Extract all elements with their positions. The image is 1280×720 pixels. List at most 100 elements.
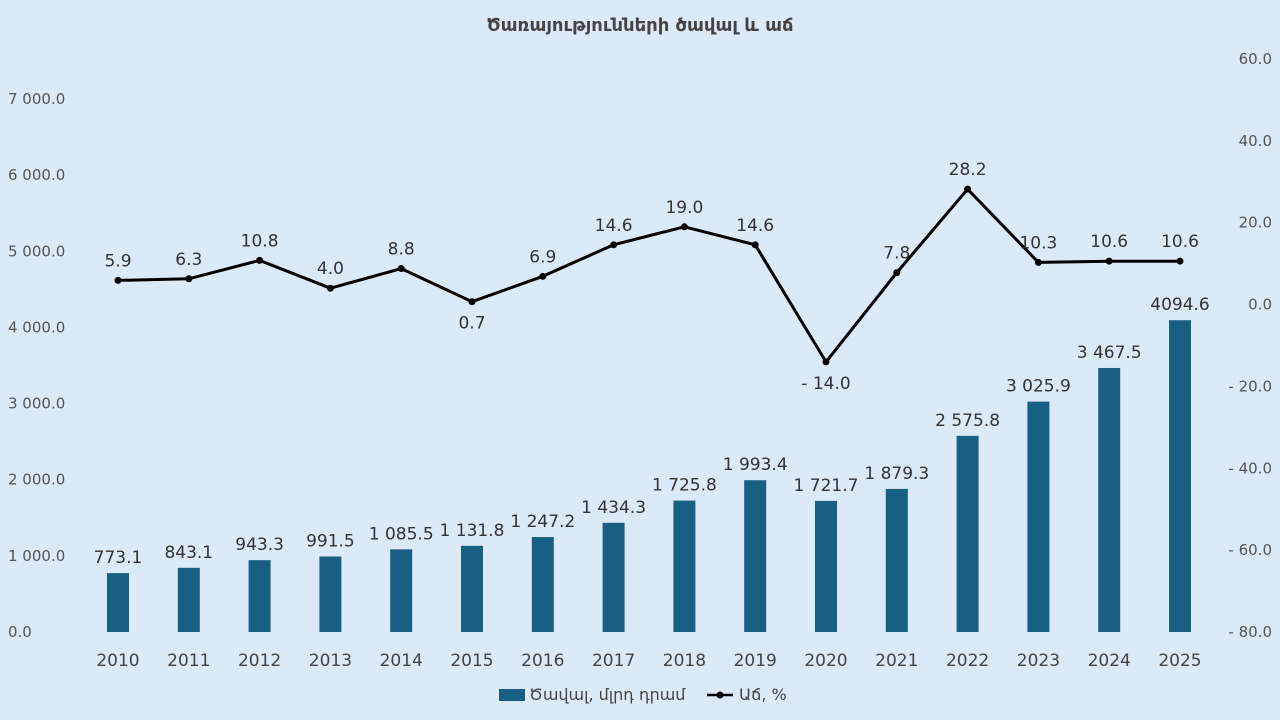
- growth-point-2010: [114, 276, 122, 284]
- right-axis-tick-label: 20.0: [1239, 214, 1272, 232]
- left-axis-tick-label: 5 000.0: [8, 242, 65, 260]
- growth-point-2019: [751, 241, 759, 249]
- growth-point-2014: [397, 265, 405, 273]
- bar-2017: [602, 522, 625, 632]
- legend-label-growth: Աճ, %: [739, 685, 787, 704]
- right-axis-tick-label: 0.0: [1248, 296, 1272, 314]
- bar-2023: [1027, 401, 1050, 632]
- growth-point-2020: [822, 358, 830, 366]
- x-axis-tick-label: 2017: [592, 651, 635, 671]
- bar-data-label: 773.1: [94, 548, 143, 568]
- growth-point-2023: [1034, 258, 1042, 266]
- growth-data-label: 19.0: [665, 198, 703, 218]
- x-axis-tick-label: 2010: [96, 651, 139, 671]
- bar-2014: [390, 549, 413, 632]
- x-axis-tick-label: 2014: [380, 651, 423, 671]
- x-axis-tick-label: 2018: [663, 651, 706, 671]
- bar-data-labels: 773.1 843.1 943.3 991.5 1 085.5 1 131.8 1 247.…: [94, 295, 1210, 568]
- bar-data-label: 1 131.8: [440, 521, 505, 541]
- growth-point-2013: [326, 284, 334, 292]
- legend: Ծավալ, մլրդ դրամ Աճ, %: [499, 685, 787, 704]
- chart-title: Ծառայությունների ծավալ և աճ: [486, 15, 793, 36]
- bar-2025: [1169, 320, 1191, 632]
- growth-point-2011: [185, 275, 193, 283]
- growth-data-label: - 14.0: [801, 374, 850, 394]
- left-axis-tick-label: 6 000.0: [8, 166, 65, 184]
- bar-2011: [177, 567, 200, 632]
- right-axis-tick-label: 60.0: [1239, 50, 1272, 68]
- left-axis-tick-label: 1 000.0: [8, 547, 65, 565]
- bar-2020: [815, 500, 837, 632]
- line-series: [114, 185, 1184, 366]
- growth-data-label: 10.6: [1161, 232, 1199, 252]
- bar-2022: [956, 435, 979, 632]
- bar-2012: [248, 560, 271, 632]
- x-axis-tick-label: 2024: [1088, 651, 1131, 671]
- growth-data-label: 5.9: [104, 251, 131, 271]
- left-axis: 0.0 1 000.0 2 000.0 3 000.0 4 000.0 5 000.0 6 …: [8, 90, 65, 641]
- bar-data-label: 1 085.5: [369, 524, 434, 544]
- bar-2019: [744, 480, 767, 632]
- bar-data-label: 1 993.4: [723, 455, 788, 475]
- bar-data-label: 843.1: [164, 543, 213, 563]
- x-axis-tick-label: 2012: [238, 651, 281, 671]
- growth-point-2015: [468, 298, 476, 306]
- bar-data-label: 3 467.5: [1077, 343, 1142, 363]
- bar-data-label: 943.3: [235, 535, 284, 555]
- x-axis: 2010 2011 2012 2013 2014 2015 2016 2017 2018 2019…: [96, 651, 1201, 671]
- bar-data-label: 4094.6: [1150, 295, 1209, 315]
- growth-point-2024: [1105, 257, 1113, 265]
- legend-swatch-volume: [499, 689, 525, 701]
- bar-2013: [319, 556, 342, 632]
- growth-point-2022: [964, 185, 972, 193]
- right-axis-tick-label: - 40.0: [1228, 459, 1272, 477]
- bar-2024: [1098, 367, 1121, 632]
- bar-2010: [107, 573, 129, 632]
- x-axis-tick-label: 2023: [1017, 651, 1060, 671]
- bar-data-label: 1 725.8: [652, 476, 717, 496]
- bar-2015: [461, 545, 483, 632]
- left-axis-tick-label: 0.0: [8, 623, 32, 641]
- growth-data-label: 0.7: [458, 314, 485, 334]
- left-axis-tick-label: 3 000.0: [8, 395, 65, 413]
- bar-data-label: 991.5: [306, 532, 355, 552]
- left-axis-tick-label: 4 000.0: [8, 318, 65, 336]
- bar-data-label: 1 879.3: [864, 464, 929, 484]
- x-axis-tick-label: 2020: [804, 651, 847, 671]
- legend-swatch-growth-marker: [716, 691, 724, 699]
- right-axis-tick-label: - 80.0: [1228, 623, 1272, 641]
- bar-data-label: 2 575.8: [935, 411, 1000, 431]
- growth-data-label: 14.6: [736, 216, 774, 236]
- growth-point-2021: [893, 269, 901, 277]
- growth-point-2018: [680, 223, 688, 231]
- x-axis-tick-label: 2025: [1158, 651, 1201, 671]
- x-axis-tick-label: 2016: [521, 651, 564, 671]
- growth-data-label: 7.8: [883, 244, 910, 264]
- bar-2016: [531, 537, 554, 632]
- x-axis-tick-label: 2015: [450, 651, 493, 671]
- growth-point-2012: [256, 256, 264, 264]
- x-axis-tick-label: 2019: [734, 651, 777, 671]
- growth-data-label: 6.9: [529, 247, 556, 267]
- legend-label-volume: Ծավալ, մլրդ դրամ: [529, 685, 686, 704]
- bar-2018: [673, 500, 696, 632]
- left-axis-tick-label: 2 000.0: [8, 471, 65, 489]
- right-axis-tick-label: - 20.0: [1228, 377, 1272, 395]
- bar-data-label: 1 247.2: [510, 512, 575, 532]
- right-axis: - 80.0 - 60.0 - 40.0 - 20.0 0.0 20.0 40.0 60.0: [1228, 50, 1272, 641]
- bar-data-label: 3 025.9: [1006, 377, 1071, 397]
- growth-data-label: 6.3: [175, 250, 202, 270]
- growth-data-label: 28.2: [949, 160, 987, 180]
- growth-data-label: 10.8: [241, 231, 279, 251]
- bar-data-label: 1 434.3: [581, 498, 646, 518]
- left-axis-tick-label: 7 000.0: [8, 90, 65, 108]
- growth-data-label: 8.8: [388, 240, 415, 260]
- x-axis-tick-label: 2022: [946, 651, 989, 671]
- growth-data-label: 14.6: [595, 216, 633, 236]
- line-data-labels: 5.9 6.3 10.8 4.0 8.8 0.7 6.9 14.6 19.0 14.6 - 14.0…: [104, 160, 1198, 394]
- bar-2021: [885, 488, 908, 632]
- right-axis-tick-label: - 60.0: [1228, 541, 1272, 559]
- x-axis-tick-label: 2021: [875, 651, 918, 671]
